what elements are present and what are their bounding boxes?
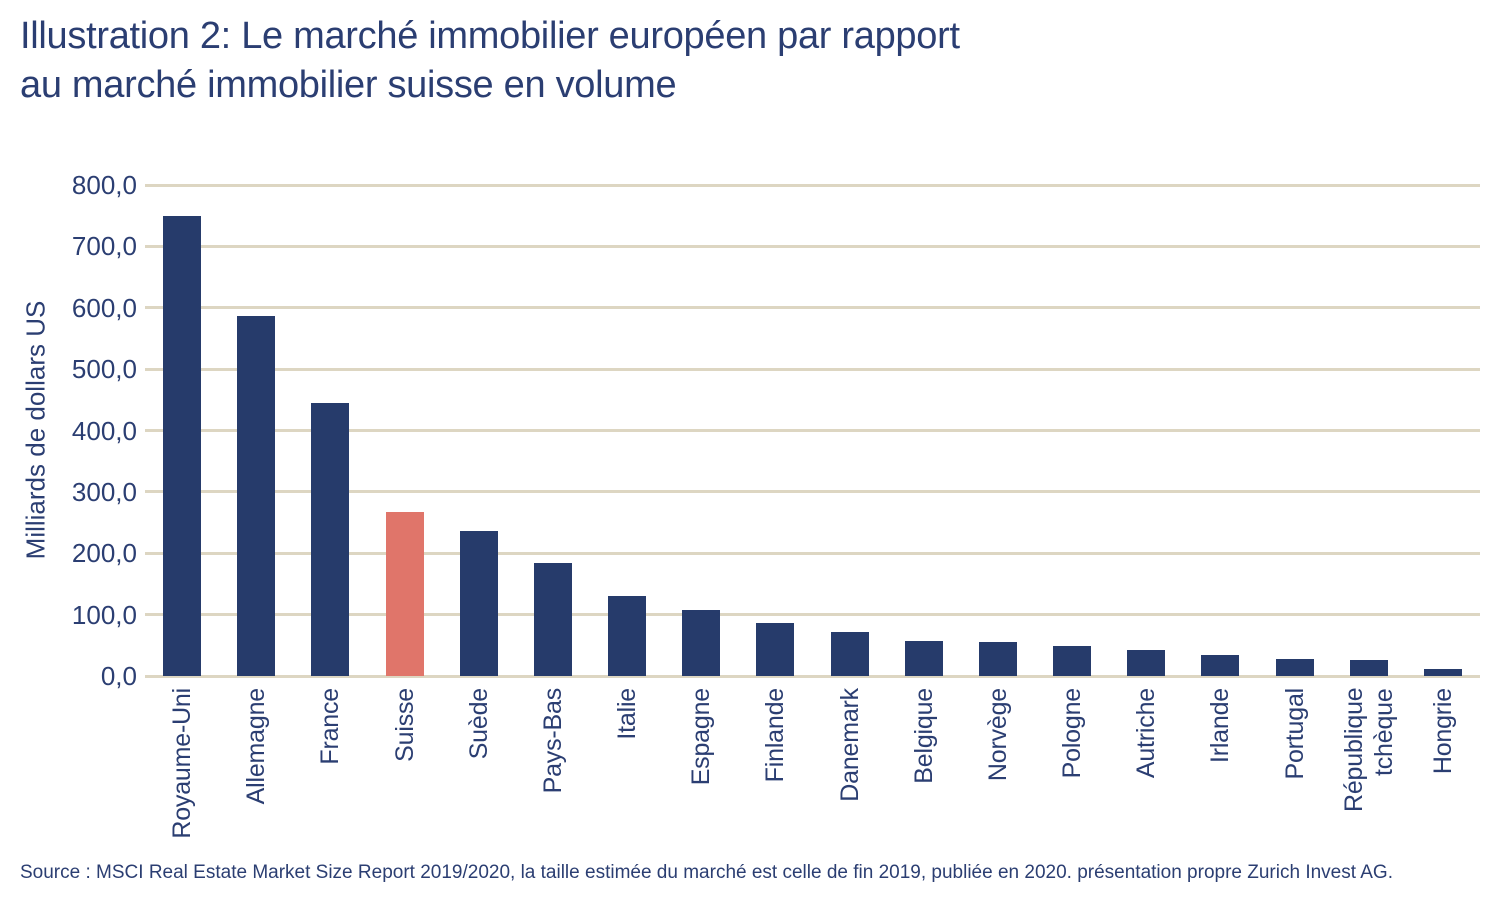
bar: [1349, 660, 1388, 676]
bar: [904, 641, 943, 676]
bar: [1275, 659, 1314, 676]
x-category-label: Autriche: [1132, 688, 1161, 779]
x-category-label: Finlande: [761, 688, 790, 783]
figure-title-line1: Illustration 2: Le marché immobilier eur…: [20, 15, 960, 57]
plot-area: [145, 183, 1480, 678]
x-category-label: Espagne: [687, 688, 716, 786]
bar: [608, 595, 647, 676]
bar: [311, 402, 350, 676]
x-category-label: Allemagne: [242, 688, 271, 805]
gridline: [145, 674, 1480, 678]
y-tick-label: 500,0: [71, 354, 137, 385]
bar-highlighted: [385, 511, 424, 676]
figure-title-line2: au marché immobilier suisse en volume: [20, 64, 677, 106]
bar: [237, 316, 276, 676]
y-tick-label: 100,0: [71, 599, 137, 630]
y-tick-label: 700,0: [71, 231, 137, 262]
x-category-label: République tchèque: [1339, 688, 1398, 813]
bar: [459, 531, 498, 676]
x-category-label: Suède: [464, 688, 493, 760]
gridline: [145, 306, 1480, 310]
x-category-label: Suisse: [390, 688, 419, 762]
x-category-label: Italie: [613, 688, 642, 740]
gridline: [145, 613, 1480, 617]
x-category-label: Portugal: [1280, 688, 1309, 780]
x-category-label: Hongrie: [1428, 688, 1457, 775]
source-note: Source : MSCI Real Estate Market Size Re…: [20, 862, 1393, 883]
bar: [1127, 650, 1166, 676]
bar: [163, 215, 202, 676]
bar: [1201, 655, 1240, 676]
bar: [756, 622, 795, 676]
y-tick-label: 400,0: [71, 415, 137, 446]
x-category-label: Pologne: [1058, 688, 1087, 779]
gridline: [145, 367, 1480, 371]
x-category-label: Royaume-Uni: [168, 688, 197, 839]
y-tick-label: 800,0: [71, 170, 137, 200]
gridline: [145, 551, 1480, 555]
bar: [830, 632, 869, 676]
bar: [533, 563, 572, 676]
bar: [682, 609, 721, 676]
x-category-label: France: [316, 688, 345, 765]
x-category-label: Danemark: [835, 688, 864, 802]
gridline: [145, 490, 1480, 494]
y-tick-label: 600,0: [71, 292, 137, 323]
gridline: [145, 429, 1480, 432]
y-tick-label: 0,0: [100, 661, 137, 691]
x-category-label: Irlande: [1206, 688, 1235, 764]
bar: [1053, 645, 1092, 676]
x-category-label: Norvège: [983, 688, 1012, 782]
x-category-label: Pays-Bas: [538, 688, 567, 794]
y-tick-label: 300,0: [71, 476, 137, 507]
x-category-label: Belgique: [909, 688, 938, 784]
bar: [978, 641, 1017, 676]
bar: [1423, 668, 1462, 676]
gridline: [145, 183, 1480, 187]
gridline: [145, 244, 1480, 248]
figure-title: Illustration 2: Le marché immobilier eur…: [20, 12, 960, 110]
y-tick-label: 200,0: [71, 538, 137, 569]
